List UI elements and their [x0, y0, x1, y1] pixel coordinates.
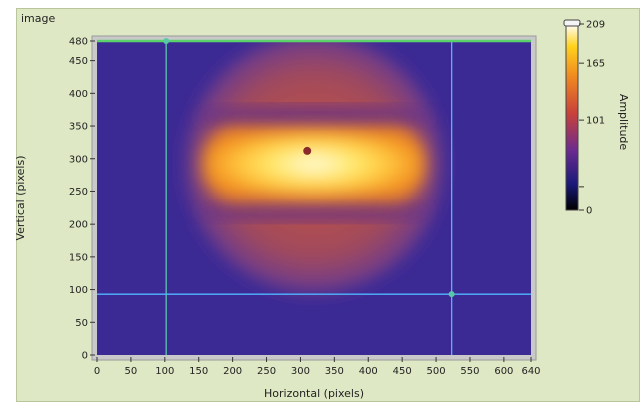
- y-tick-label: 480: [69, 37, 88, 48]
- x-tick-label: 350: [325, 366, 344, 377]
- colorbar-title: Amplitude: [617, 94, 630, 151]
- beam-bright-band: [202, 128, 426, 200]
- y-tick-label: 200: [69, 220, 88, 231]
- x-tick-label: 200: [223, 366, 242, 377]
- y-tick-label: 350: [69, 122, 88, 133]
- colorbar-top-handle[interactable]: [563, 19, 581, 27]
- y-axis-title: Vertical (pixels): [14, 155, 27, 240]
- cursor-handle-1[interactable]: [448, 291, 455, 298]
- y-tick-label: 250: [69, 187, 88, 198]
- beam-dark-band-lower: [195, 202, 433, 221]
- x-tick-label: 600: [494, 366, 513, 377]
- beam-dark-band-upper: [195, 106, 433, 127]
- colorbar-tick-label: 209: [586, 20, 605, 31]
- x-tick-label: 500: [427, 366, 446, 377]
- x-tick-label: 0: [94, 366, 100, 377]
- cursor-layer[interactable]: [97, 38, 531, 355]
- panel-title: image: [21, 12, 56, 25]
- y-tick-label: 150: [69, 252, 88, 263]
- y-axis-ticks: 0 50 100 150 200 250 300 350 400 450 480: [69, 37, 95, 362]
- y-tick-label: 100: [69, 285, 88, 296]
- colorbar-ticks: 0 101 165 209: [579, 20, 605, 217]
- colorbar-tick-label: 0: [586, 206, 592, 217]
- x-tick-label: 250: [257, 366, 276, 377]
- x-axis-ticks: 0 50 100 150 200 250 300 350 400 450 500 550 600 640: [94, 357, 541, 377]
- beam-image: [185, 41, 443, 293]
- x-tick-label: 300: [291, 366, 310, 377]
- y-tick-label: 400: [69, 89, 88, 100]
- y-tick-label: 300: [69, 154, 88, 165]
- cursor-handle-0[interactable]: [163, 38, 170, 44]
- beam-dark-spot: [303, 146, 312, 155]
- x-tick-label: 150: [189, 366, 208, 377]
- y-tick-label: 450: [69, 56, 88, 67]
- x-tick-label: 400: [359, 366, 378, 377]
- x-axis-title: Horizontal (pixels): [264, 387, 364, 400]
- x-tick-label: 100: [155, 366, 174, 377]
- x-tick-label: 550: [460, 366, 479, 377]
- colorbar-gradient: [565, 23, 579, 211]
- x-tick-label: 50: [125, 366, 138, 377]
- x-tick-label: 640: [521, 366, 540, 377]
- y-tick-label: 50: [75, 318, 88, 329]
- colorbar-tick-label: 101: [586, 116, 605, 127]
- colorbar: 0 101 165 209 Amplitude: [563, 19, 630, 217]
- x-tick-label: 450: [393, 366, 412, 377]
- y-tick-label: 0: [82, 351, 88, 362]
- colorbar-tick-label: 165: [586, 59, 605, 70]
